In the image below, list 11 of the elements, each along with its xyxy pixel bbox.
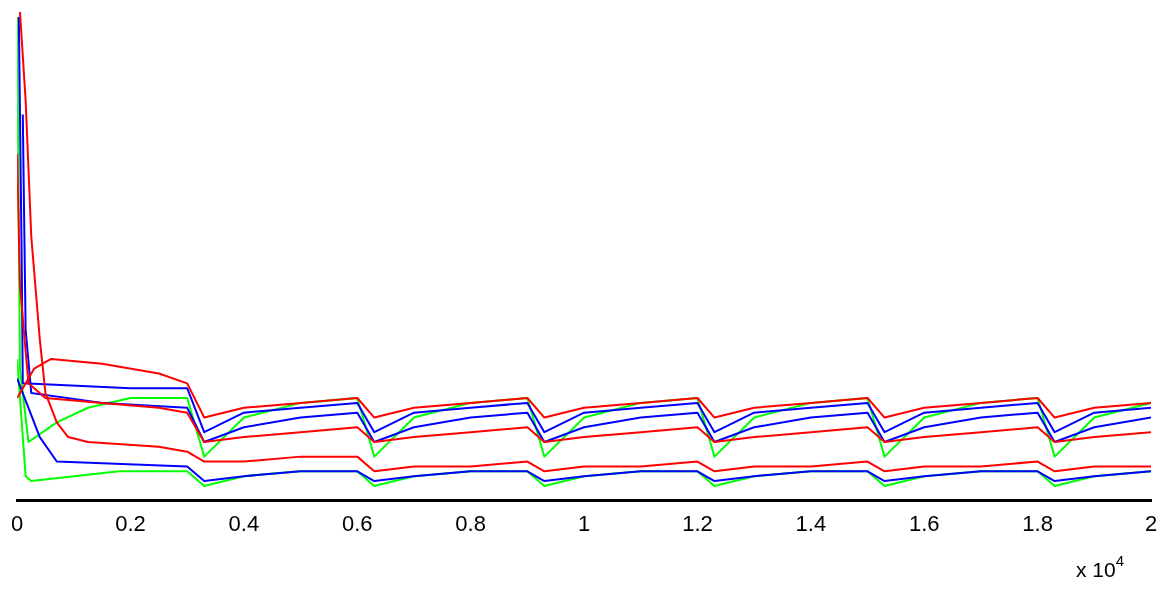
x-tick-label: 0.8 xyxy=(455,510,486,536)
x-tick-label: 1.4 xyxy=(795,510,827,536)
x-tick-label: 0.2 xyxy=(115,510,146,536)
x-tick-label: 1.6 xyxy=(908,510,940,536)
x-tick-label: 1.8 xyxy=(1022,510,1053,536)
x-tick-label: 1.2 xyxy=(682,510,713,536)
x-tick-label: 0.4 xyxy=(228,510,260,536)
x-tick-label: 2 xyxy=(1144,510,1158,536)
x-tick-label: 0.6 xyxy=(341,510,373,536)
x-tick-label: 0 xyxy=(10,510,24,536)
x-tick-label: 1 xyxy=(577,510,591,536)
